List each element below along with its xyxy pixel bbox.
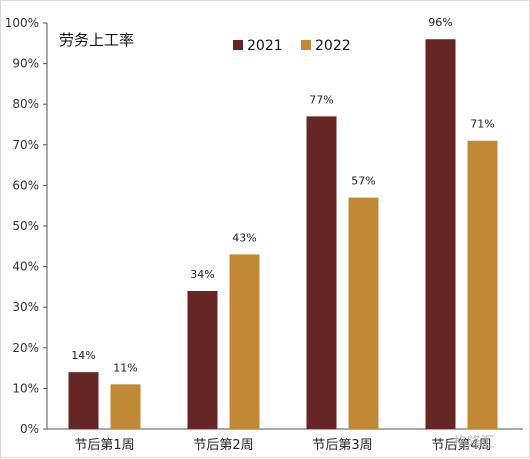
data-label-2022-3: 57%	[351, 175, 375, 188]
y-tick-label: 30%	[12, 300, 39, 314]
legend-label-2021: 2021	[247, 38, 283, 54]
bar-2022-2	[229, 254, 260, 429]
chart-title: 劳务上工率	[59, 31, 134, 49]
bar-2021-1	[68, 372, 99, 429]
y-tick-label: 90%	[12, 57, 39, 71]
legend-label-2022: 2022	[315, 38, 351, 54]
data-label-2022-2: 43%	[232, 231, 256, 244]
bars	[68, 39, 498, 430]
legend: 2021 2022	[233, 38, 351, 54]
data-label-2021-3: 77%	[309, 93, 333, 106]
y-tick-label: 40%	[12, 260, 39, 274]
y-tick-label: 70%	[12, 138, 39, 152]
y-tick-label: 10%	[12, 381, 39, 395]
data-label-2021-4: 96%	[428, 16, 452, 29]
legend-swatch-2021	[233, 40, 243, 50]
y-axis-ticks: 0% 10% 20% 30% 40% 50% 60% 70% 80% 90% 100%	[5, 16, 47, 436]
y-tick-label: 20%	[12, 341, 39, 355]
bar-2022-3	[348, 197, 379, 429]
bar-2022-1	[110, 384, 141, 429]
data-label-2021-2: 34%	[190, 268, 214, 281]
y-tick-label: 60%	[12, 178, 39, 192]
bar-2022-4	[467, 140, 498, 430]
watermark-text: 格隆汇	[453, 435, 495, 451]
y-tick-label: 100%	[5, 16, 39, 30]
category-label: 节后第1周	[74, 438, 134, 453]
category-label: 节后第2周	[193, 438, 253, 453]
data-label-2022-4: 71%	[470, 118, 494, 131]
y-tick-label: 0%	[20, 422, 39, 436]
category-label: 节后第3周	[312, 438, 372, 453]
data-label-2022-1: 11%	[113, 361, 137, 374]
y-tick-label: 50%	[12, 219, 39, 233]
category-label: 节后第4周	[431, 438, 491, 453]
bar-2021-2	[187, 290, 218, 429]
bar-2021-4	[425, 39, 456, 430]
data-label-2021-1: 14%	[71, 349, 95, 362]
legend-swatch-2022	[301, 40, 311, 50]
data-labels: 14% 11% 34% 43% 77% 57% 96% 71%	[71, 16, 494, 374]
y-tick-label: 80%	[12, 97, 39, 111]
category-labels: 节后第1周 节后第2周 节后第3周 节后第4周	[74, 438, 491, 453]
bar-2021-3	[306, 116, 337, 429]
